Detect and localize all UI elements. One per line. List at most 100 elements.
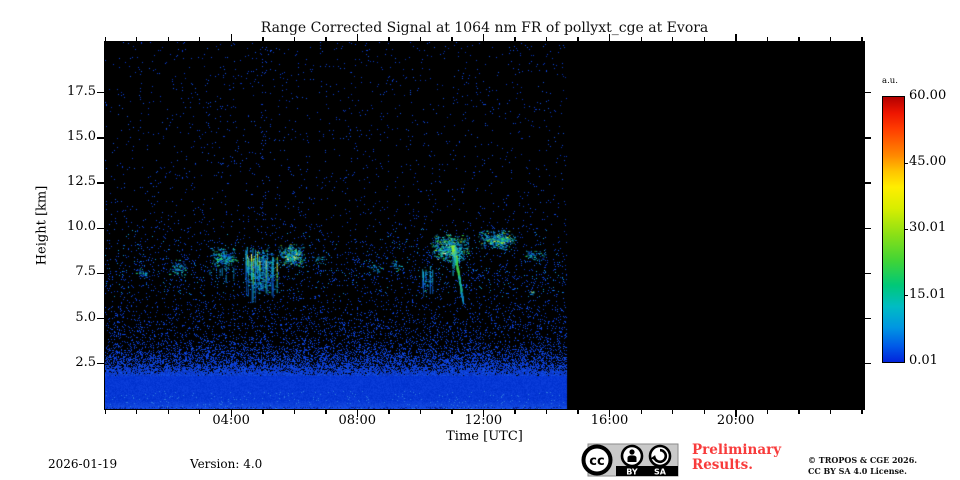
x-axis-tick-top	[672, 37, 674, 41]
x-axis-tick-top	[514, 37, 516, 41]
y-axis-tick-right	[865, 227, 871, 229]
x-axis-tick	[325, 410, 327, 414]
y-axis-tick-right	[865, 317, 871, 320]
colorbar-tick-label: 15.01	[909, 286, 947, 302]
y-axis-tick-right	[865, 272, 871, 275]
x-axis-label: Time [UTC]	[446, 429, 523, 444]
y-tick-label: 2.5	[75, 354, 96, 370]
x-axis-tick-top	[703, 37, 706, 41]
x-axis-tick	[672, 410, 674, 414]
by-person-icon	[620, 444, 644, 468]
x-axis-tick-top	[293, 37, 296, 41]
y-axis-tick	[97, 227, 104, 229]
badge-strip	[616, 466, 678, 476]
y-axis-tick-right	[865, 363, 871, 365]
y-tick-label: 7.5	[75, 264, 96, 280]
y-tick-label: 15.0	[67, 128, 96, 144]
plot-title: Range Corrected Signal at 1064 nm FR of …	[260, 20, 709, 36]
x-axis-tick	[388, 410, 390, 414]
y-tick-label: 17.5	[67, 83, 96, 99]
y-tick-label: 5.0	[75, 309, 96, 325]
x-axis-tick	[545, 410, 548, 414]
colorbar	[882, 96, 905, 363]
x-axis-tick-top	[419, 37, 422, 41]
x-axis-tick	[451, 410, 453, 414]
x-axis-tick	[703, 410, 706, 414]
x-axis-tick	[609, 410, 611, 417]
x-tick-label: 20:00	[716, 413, 755, 428]
x-axis-tick-top	[356, 34, 359, 41]
x-axis-tick-top	[325, 37, 327, 41]
x-axis-tick-top	[104, 37, 106, 41]
signal-heatmap	[105, 42, 864, 409]
x-axis-tick-top	[798, 37, 800, 41]
x-axis-tick	[798, 410, 800, 414]
x-axis-tick-top	[577, 37, 579, 41]
copyright-line1: © TROPOS & CGE 2026.	[808, 455, 918, 465]
x-axis-tick	[262, 410, 264, 414]
x-axis-tick-top	[829, 37, 832, 41]
x-axis-tick	[199, 410, 201, 414]
y-tick-label: 10.0	[67, 219, 96, 235]
y-axis-tick	[97, 91, 104, 94]
x-axis-tick	[735, 410, 737, 417]
x-axis-tick-top	[545, 37, 548, 41]
x-axis-tick-top	[167, 37, 169, 41]
x-axis-tick-top	[609, 34, 611, 41]
x-tick-label: 16:00	[590, 413, 629, 428]
x-axis-tick	[861, 410, 863, 414]
cc-icon-text: cc	[589, 454, 604, 469]
y-axis-tick	[97, 137, 104, 139]
cc-by-sa-badge: cc BY SA	[581, 443, 679, 477]
x-axis-tick	[136, 410, 138, 414]
y-axis-tick	[97, 272, 104, 275]
x-axis-tick	[514, 410, 516, 414]
x-axis-tick	[577, 410, 579, 414]
by-label: BY	[626, 468, 638, 477]
copyright-line2: CC BY SA 4.0 License.	[808, 466, 907, 476]
x-axis-tick-top	[861, 37, 863, 41]
x-axis-tick-top	[640, 37, 642, 41]
colorbar-tick	[904, 295, 908, 297]
colorbar-tick-label: 45.00	[909, 154, 947, 170]
x-axis-tick	[104, 410, 106, 414]
y-axis-tick-right	[865, 137, 871, 139]
copyright-note: © TROPOS & CGE 2026. CC BY SA 4.0 Licens…	[808, 455, 917, 477]
x-axis-tick	[640, 410, 642, 414]
colorbar-tick	[904, 162, 908, 164]
colorbar-tick	[904, 228, 908, 231]
y-axis-tick-right	[865, 91, 871, 94]
sa-arrow-icon	[648, 444, 672, 468]
x-tick-label: 12:00	[464, 413, 503, 428]
y-axis-tick	[97, 363, 104, 365]
x-axis-tick	[482, 410, 485, 417]
x-axis-tick	[419, 410, 422, 414]
x-axis-tick-top	[451, 37, 453, 41]
cc-icon	[581, 444, 613, 476]
colorbar-tick-label: 30.01	[909, 220, 947, 236]
colorbar-unit-label: a.u.	[882, 76, 898, 86]
x-tick-label: 08:00	[338, 413, 376, 428]
y-axis-label: Height [km]	[34, 185, 50, 266]
y-axis-tick-right	[865, 182, 871, 184]
y-tick-label: 12.5	[67, 174, 96, 189]
y-axis-tick	[97, 317, 104, 320]
x-axis-tick	[356, 410, 359, 417]
footer-version: Version: 4.0	[190, 457, 263, 471]
sa-label: SA	[654, 468, 667, 477]
x-axis-tick	[293, 410, 296, 414]
x-axis-tick	[766, 410, 769, 414]
x-axis-tick-top	[136, 37, 138, 41]
colorbar-tick-label: 60.00	[909, 88, 947, 103]
plot-area	[104, 41, 865, 410]
x-axis-tick-top	[199, 37, 201, 41]
x-axis-tick-top	[262, 37, 264, 41]
x-axis-tick-top	[482, 34, 485, 41]
x-tick-label: 04:00	[212, 413, 250, 428]
x-axis-tick	[230, 410, 233, 417]
x-axis-tick	[829, 410, 832, 414]
colorbar-tick-label: 0.01	[909, 353, 938, 368]
x-axis-tick-top	[230, 34, 233, 41]
x-axis-tick-top	[735, 34, 737, 41]
